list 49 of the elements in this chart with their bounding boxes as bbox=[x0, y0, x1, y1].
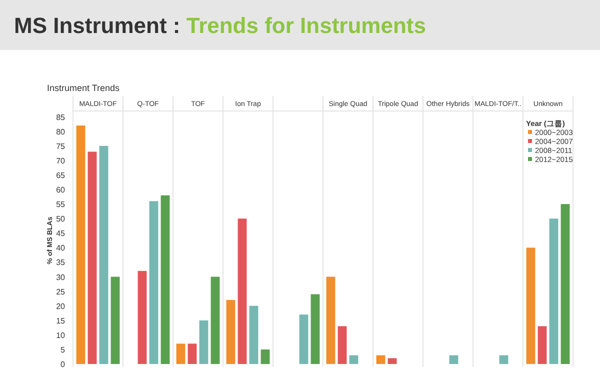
bar bbox=[188, 344, 197, 364]
y-tick-label: 40 bbox=[56, 244, 66, 253]
y-tick-label: 10 bbox=[56, 330, 66, 340]
bar bbox=[226, 300, 236, 364]
bar bbox=[449, 355, 458, 364]
bar bbox=[526, 248, 536, 364]
y-tick-label: 80 bbox=[56, 127, 66, 136]
y-tick-label: 55 bbox=[56, 200, 66, 210]
bar bbox=[326, 276, 336, 364]
bar bbox=[138, 270, 147, 364]
bar bbox=[110, 276, 120, 364]
y-tick-label: 25 bbox=[56, 287, 66, 296]
bar bbox=[99, 146, 108, 364]
y-tick-label: 50 bbox=[56, 214, 66, 224]
y-tick-label: 15 bbox=[56, 316, 66, 326]
bar bbox=[388, 358, 397, 364]
bar bbox=[549, 218, 558, 364]
bar bbox=[88, 152, 97, 364]
bar bbox=[199, 320, 208, 364]
bar bbox=[149, 201, 158, 364]
bar bbox=[176, 344, 186, 364]
bar bbox=[160, 195, 170, 364]
y-tick-label: 65 bbox=[56, 170, 66, 180]
text: Instrument Trends bbox=[47, 83, 120, 93]
y-tick-label: 85 bbox=[56, 112, 66, 122]
bar bbox=[538, 326, 547, 364]
bar bbox=[376, 355, 386, 364]
y-tick-label: 5 bbox=[60, 345, 66, 354]
chart-subtitle: Trends for Instruments bbox=[186, 13, 426, 38]
y-tick-label: 0 bbox=[60, 360, 66, 369]
y-tick-label: 30 bbox=[56, 272, 66, 282]
bar bbox=[76, 126, 86, 364]
bar bbox=[299, 314, 308, 364]
bar bbox=[249, 306, 258, 364]
bar bbox=[338, 326, 347, 364]
bar bbox=[499, 355, 508, 364]
bar bbox=[210, 276, 220, 364]
y-tick-label: 70 bbox=[56, 156, 66, 166]
bar bbox=[349, 355, 358, 364]
y-tick-label: 35 bbox=[56, 258, 66, 268]
bar bbox=[238, 218, 247, 364]
y-tick-label: 20 bbox=[56, 302, 66, 311]
y-tick-label: 45 bbox=[56, 229, 66, 238]
bar bbox=[560, 204, 570, 364]
bar bbox=[260, 349, 270, 364]
bar bbox=[310, 294, 320, 364]
chart-title: MS Instrument : bbox=[14, 13, 186, 38]
y-tick-label: 75 bbox=[56, 142, 66, 151]
y-tick-label: 60 bbox=[56, 186, 66, 195]
